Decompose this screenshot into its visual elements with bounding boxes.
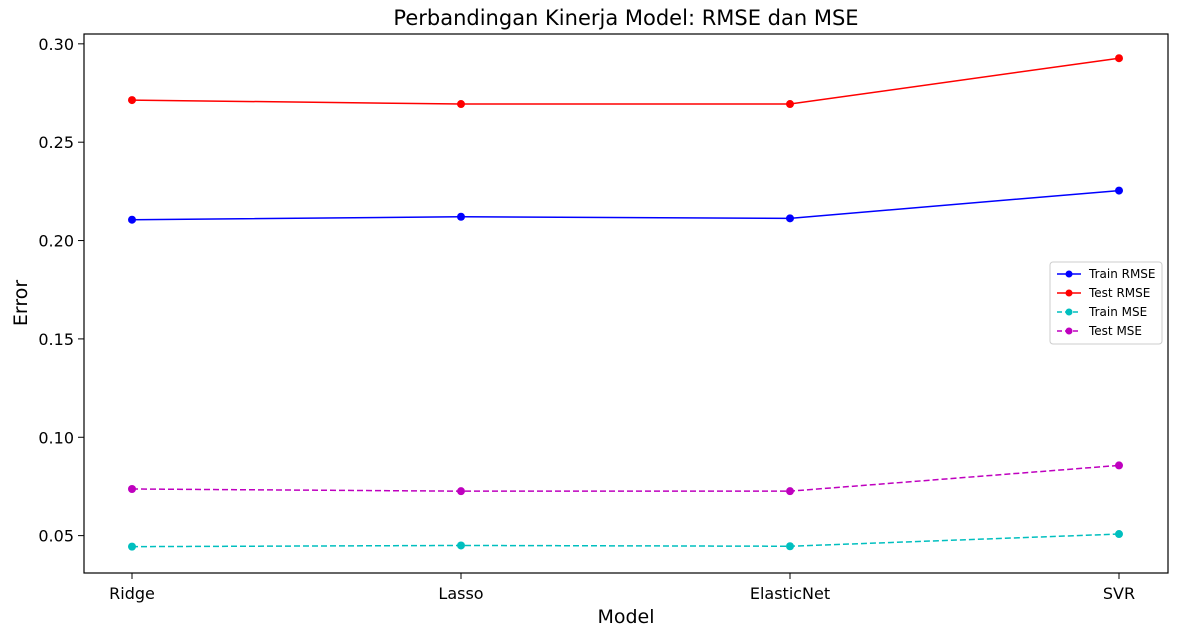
series-line-train-mse: [131, 533, 1120, 548]
data-point-test-mse: [128, 485, 136, 494]
y-tick-label: 0.25: [38, 133, 74, 152]
chart-title: Perbandingan Kinerja Model: RMSE dan MSE: [393, 6, 858, 30]
legend-marker-train-rmse: [1065, 270, 1073, 278]
legend-label-test-mse: Test MSE: [1088, 324, 1142, 338]
y-tick-label: 0.20: [38, 232, 74, 251]
data-point-test-rmse: [457, 100, 465, 109]
data-point-test-mse: [457, 487, 465, 496]
y-tick-label: 0.05: [38, 527, 74, 546]
x-axis-label: Model: [597, 606, 654, 628]
legend-label-train-rmse: Train RMSE: [1088, 267, 1156, 281]
series-line-test-mse: [131, 464, 1120, 492]
y-tick-label: 0.10: [38, 428, 74, 447]
data-point-train-mse: [128, 542, 136, 551]
y-axis: 0.05 0.10 0.15 0.20 0.25 0.30: [38, 35, 84, 546]
data-point-test-mse: [1115, 461, 1123, 470]
data-point-test-rmse: [128, 96, 136, 105]
data-point-train-mse: [786, 542, 794, 551]
legend-marker-train-mse: [1065, 308, 1073, 316]
y-tick-label: 0.15: [38, 330, 74, 349]
data-point-train-mse: [457, 541, 465, 550]
data-point-train-rmse: [457, 212, 465, 221]
legend-label-test-rmse: Test RMSE: [1088, 286, 1150, 300]
data-point-test-rmse: [1115, 54, 1123, 63]
legend-marker-test-mse: [1065, 327, 1073, 335]
y-tick-label: 0.30: [38, 35, 74, 54]
series-line-test-rmse: [131, 57, 1120, 105]
series-line-train-rmse: [131, 189, 1120, 221]
data-point-train-rmse: [128, 215, 136, 224]
legend-box: [1049, 261, 1163, 345]
legend: Train RMSE Test RMSE Train MSE Test MSE: [1049, 261, 1163, 345]
plot-area: [83, 33, 1169, 574]
legend-marker-test-rmse: [1065, 289, 1073, 297]
data-point-train-rmse: [1115, 186, 1123, 195]
data-point-train-mse: [1115, 530, 1123, 539]
series-layer: [128, 54, 1123, 551]
data-point-train-rmse: [786, 214, 794, 223]
x-tick-label: SVR: [1103, 584, 1135, 603]
data-point-test-mse: [786, 487, 794, 496]
x-tick-label: ElasticNet: [750, 584, 830, 603]
x-tick-label: Lasso: [438, 584, 483, 603]
x-tick-label: Ridge: [109, 584, 155, 603]
x-axis: Ridge Lasso ElasticNet SVR: [109, 573, 1135, 603]
y-axis-label: Error: [10, 280, 32, 327]
legend-label-train-mse: Train MSE: [1088, 305, 1147, 319]
data-point-test-rmse: [786, 100, 794, 109]
